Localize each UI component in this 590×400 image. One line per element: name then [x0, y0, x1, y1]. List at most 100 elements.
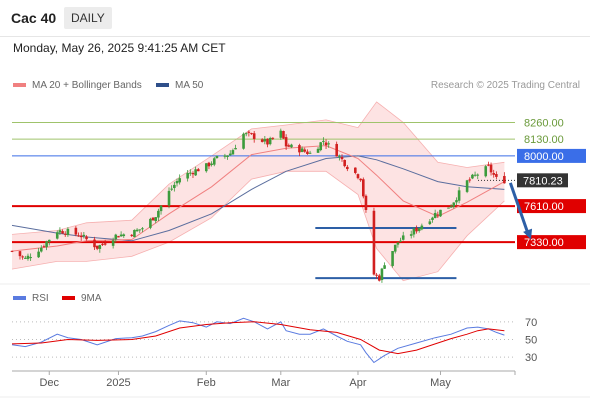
- legend-rsi-ma: 9MA: [62, 293, 102, 304]
- candle: [439, 209, 442, 217]
- candle-body: [61, 231, 64, 234]
- candle-body: [159, 205, 163, 212]
- candle-body: [354, 167, 357, 173]
- x-tick-label-Apr: Apr: [349, 377, 366, 389]
- candle-body: [98, 245, 102, 249]
- candle: [473, 171, 477, 177]
- candle-body: [45, 241, 48, 248]
- candle: [114, 233, 118, 243]
- candle: [173, 181, 176, 192]
- candle-body: [396, 242, 400, 245]
- candle: [37, 247, 40, 258]
- candle: [82, 231, 86, 239]
- candle-body: [316, 148, 320, 153]
- candle-body: [135, 229, 139, 232]
- candle: [487, 161, 490, 167]
- candle-body: [170, 188, 173, 190]
- forecast-arrow-shaft: [508, 182, 530, 235]
- candle: [234, 144, 237, 150]
- candle: [409, 230, 413, 239]
- candle-body: [489, 164, 493, 173]
- candle: [322, 137, 325, 146]
- candle-body: [271, 137, 275, 139]
- candle-body: [449, 206, 453, 208]
- current-price-label: 7810.23: [523, 175, 563, 187]
- candle-body: [130, 234, 134, 236]
- candle: [316, 147, 320, 153]
- candle-body: [63, 233, 67, 235]
- candle: [324, 139, 328, 150]
- rsi-swatch: [13, 296, 26, 301]
- candle-body: [58, 230, 62, 233]
- x-tick-label-Mar: Mar: [271, 377, 290, 389]
- candle: [484, 164, 488, 178]
- candle-body: [468, 179, 472, 181]
- candle: [170, 185, 173, 191]
- candle-body: [119, 234, 123, 237]
- candle: [260, 138, 264, 143]
- candle: [154, 216, 158, 224]
- candle-body: [324, 142, 328, 146]
- candle-body: [10, 250, 14, 252]
- candle: [375, 272, 378, 279]
- candle: [141, 226, 144, 233]
- candle: [95, 245, 99, 251]
- candle: [489, 162, 493, 176]
- candle: [346, 164, 349, 172]
- candle: [306, 149, 309, 155]
- candle-body: [492, 172, 496, 175]
- candle: [21, 255, 24, 260]
- candle-body: [364, 195, 368, 211]
- x-tick-label-Feb: Feb: [197, 377, 216, 389]
- candle-body: [93, 239, 96, 248]
- candle-body: [343, 159, 346, 167]
- candle: [266, 138, 269, 148]
- candle: [247, 130, 251, 137]
- candle: [39, 245, 43, 253]
- candle: [503, 172, 506, 184]
- candle: [250, 132, 253, 135]
- candle-body: [133, 229, 136, 238]
- candle-body: [149, 218, 152, 228]
- candle: [343, 159, 346, 168]
- candle: [471, 173, 474, 180]
- rsi-tick-label-50: 50: [525, 335, 537, 347]
- candle: [399, 237, 402, 243]
- chart-header: Cac 40 DAILY: [0, 0, 590, 37]
- candle: [194, 166, 197, 176]
- support-label: 7330.00: [524, 237, 564, 249]
- candle-body: [428, 221, 432, 225]
- candle-body: [189, 172, 192, 174]
- candle-body: [178, 178, 181, 183]
- candle-body: [95, 245, 99, 249]
- candle: [300, 146, 304, 153]
- candle: [122, 233, 126, 238]
- legend-ma50-label: MA 50: [175, 80, 204, 91]
- candle: [268, 136, 272, 146]
- rsi-line: [11, 317, 505, 364]
- candle-body: [393, 244, 397, 252]
- timeframe-button[interactable]: DAILY: [64, 7, 112, 29]
- candle-body: [433, 212, 437, 219]
- candle: [308, 150, 312, 154]
- bollinger-band-area: [12, 101, 505, 281]
- candle-body: [417, 228, 421, 231]
- rsi-tick-label-70: 70: [525, 317, 537, 329]
- candle: [189, 169, 192, 176]
- candle: [231, 148, 235, 155]
- legend-ma20: MA 20 + Bollinger Bands: [13, 80, 142, 91]
- candle-body: [117, 236, 120, 238]
- candle-body: [39, 247, 43, 252]
- candle-body: [212, 158, 216, 165]
- candle-body: [252, 133, 256, 139]
- ma50-swatch: [156, 83, 169, 88]
- candle-body: [207, 162, 211, 167]
- candle-body: [191, 173, 195, 175]
- candle-body: [42, 246, 46, 248]
- candle: [98, 244, 102, 253]
- candle-body: [196, 169, 200, 172]
- candle: [242, 132, 245, 150]
- candle-body: [242, 133, 245, 149]
- candle-body: [287, 145, 291, 147]
